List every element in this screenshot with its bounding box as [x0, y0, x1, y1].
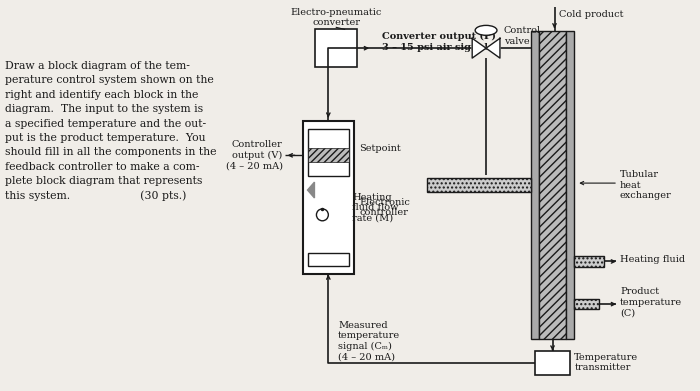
Circle shape [316, 209, 328, 221]
Text: Cold product: Cold product [559, 9, 624, 18]
Bar [307, 148, 349, 162]
Bar [316, 29, 357, 67]
Text: put is the product temperature.  You: put is the product temperature. You [5, 133, 206, 143]
Bar [302, 120, 354, 274]
Polygon shape [486, 38, 500, 58]
Text: plete block diagram that represents: plete block diagram that represents [5, 176, 202, 186]
Bar [538, 31, 566, 339]
Text: Converter output (P)
3 – 15 psi air signal: Converter output (P) 3 – 15 psi air sign… [382, 32, 496, 52]
Bar [574, 255, 604, 267]
Text: a specified temperature and the out-: a specified temperature and the out- [5, 118, 206, 129]
Bar [566, 31, 574, 339]
Text: Electronic
controller: Electronic controller [359, 198, 410, 217]
Text: Product
temperature
(C): Product temperature (C) [620, 287, 682, 317]
Bar [307, 129, 349, 176]
Bar [531, 31, 538, 339]
Text: feedback controller to make a com-: feedback controller to make a com- [5, 162, 199, 172]
Ellipse shape [475, 25, 497, 35]
Polygon shape [307, 182, 314, 198]
Bar [574, 299, 599, 309]
Text: Setpoint: Setpoint [359, 144, 401, 153]
Bar [426, 178, 531, 192]
Text: Measured
temperature
signal (Cₘ)
(4 – 20 mA): Measured temperature signal (Cₘ) (4 – 20… [338, 321, 400, 361]
Text: right and identify each block in the: right and identify each block in the [5, 90, 198, 100]
Bar [535, 351, 570, 375]
Text: this system.                    (30 pts.): this system. (30 pts.) [5, 190, 186, 201]
Text: diagram.  The input to the system is: diagram. The input to the system is [5, 104, 203, 114]
Text: Control
valve: Control valve [504, 26, 541, 46]
Bar [307, 253, 349, 266]
Text: Draw a block diagram of the tem-: Draw a block diagram of the tem- [5, 61, 190, 71]
Text: Heating fluid: Heating fluid [620, 255, 685, 264]
Text: Tubular
heat
exchanger: Tubular heat exchanger [620, 170, 672, 200]
Text: Heating
fluid flow
rate (M): Heating fluid flow rate (M) [352, 193, 398, 223]
Text: should fill in all the components in the: should fill in all the components in the [5, 147, 216, 158]
Text: Electro-pneumatic
converter: Electro-pneumatic converter [290, 8, 382, 27]
Polygon shape [473, 38, 486, 58]
Text: Temperature
transmitter: Temperature transmitter [574, 353, 638, 372]
Text: Controller
output (V)
(4 – 20 mA): Controller output (V) (4 – 20 mA) [225, 140, 283, 170]
Text: perature control system shown on the: perature control system shown on the [5, 75, 214, 86]
